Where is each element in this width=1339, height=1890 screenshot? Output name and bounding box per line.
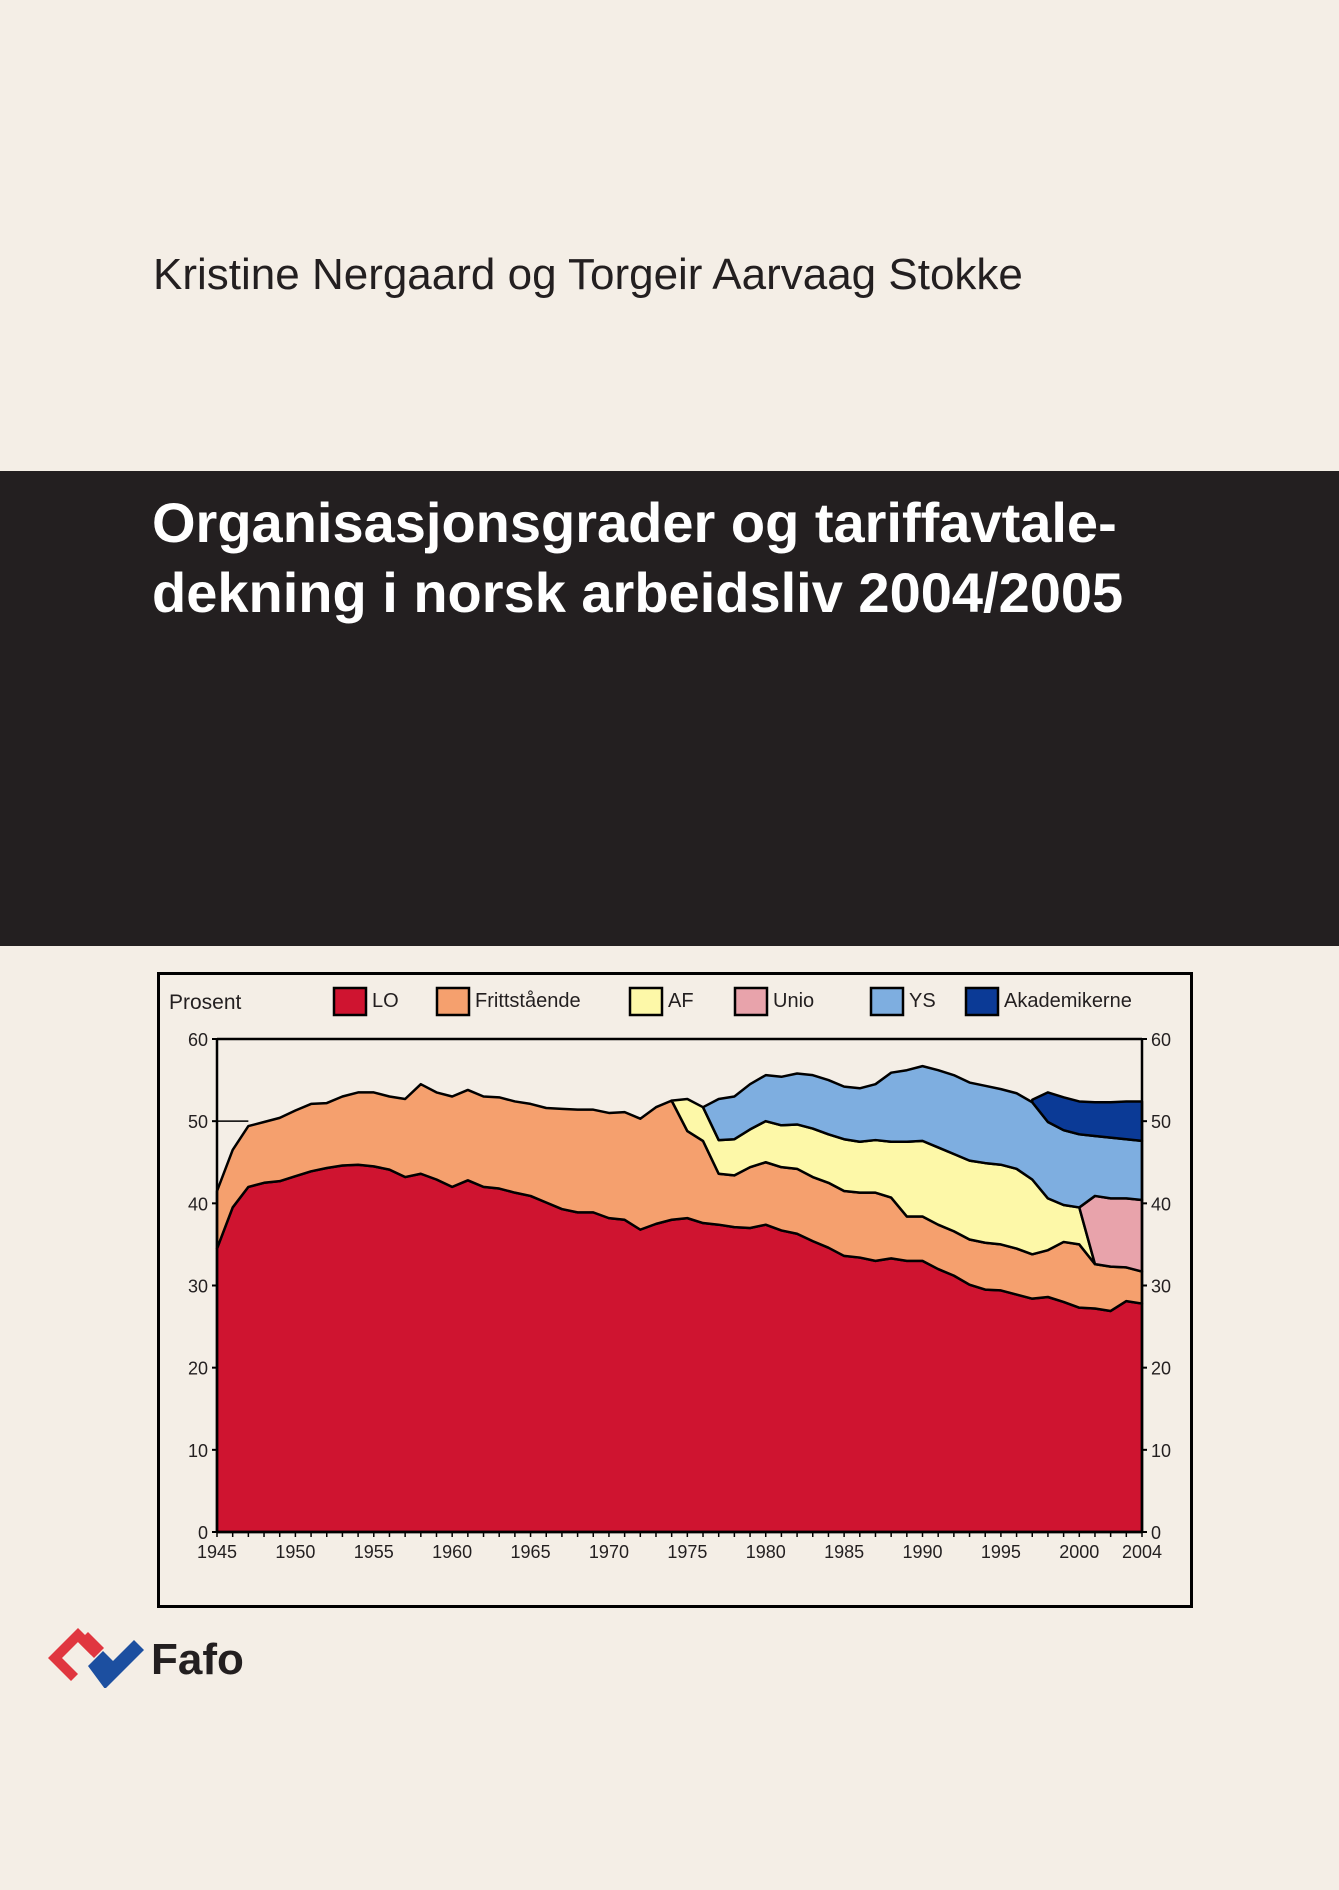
title-band <box>0 471 1339 946</box>
legend-swatch-5 <box>964 986 1000 1017</box>
chart-frame <box>157 972 1193 1608</box>
legend-swatch-1 <box>435 986 471 1017</box>
logo-text: Fafo <box>151 1635 244 1684</box>
union-membership-chart: Prosent LO Frittstående AF Unio YS Akademiker… <box>157 972 1193 1608</box>
x-tick-label: 1950 <box>275 1542 315 1562</box>
x-tick-label: 2000 <box>1059 1542 1099 1562</box>
legend-swatch-0 <box>332 986 368 1017</box>
y-tick-label-left: 50 <box>188 1112 208 1132</box>
x-tick-label: 1945 <box>197 1542 237 1562</box>
y-tick-label-right: 30 <box>1151 1277 1171 1297</box>
x-tick-label: 1960 <box>432 1542 472 1562</box>
y-tick-label-right: 60 <box>1151 1030 1171 1050</box>
legend-label: Akademikerne <box>1004 990 1132 1012</box>
legend-swatch-4 <box>869 986 905 1017</box>
legend-label: AF <box>668 990 694 1012</box>
legend-label: YS <box>909 990 936 1012</box>
x-tick-label: 1995 <box>981 1542 1021 1562</box>
y-tick-label-left: 10 <box>188 1441 208 1461</box>
x-tick-label: 1965 <box>511 1542 551 1562</box>
authors: Kristine Nergaard og Torgeir Aarvaag Sto… <box>153 250 1023 299</box>
y-tick-label-right: 50 <box>1151 1112 1171 1132</box>
book-title: Organisasjonsgrader og tariffavtale- dek… <box>152 488 1123 628</box>
y-tick-label-left: 60 <box>188 1030 208 1050</box>
y-axis-label: Prosent <box>169 991 242 1014</box>
axes: 0 0 10 10 20 20 30 30 40 40 50 50 60 60 1945 1950 1955 19… <box>188 1030 1171 1562</box>
y-tick-label-right: 20 <box>1151 1359 1171 1379</box>
logo-red-bar <box>78 1632 104 1658</box>
legend-swatch-2 <box>628 986 664 1017</box>
y-tick-label-left: 30 <box>188 1277 208 1297</box>
legend: LO Frittstående AF Unio YS Akademikerne <box>332 986 1132 1017</box>
y-tick-label-right: 40 <box>1151 1194 1171 1214</box>
y-tick-label-left: 40 <box>188 1194 208 1214</box>
logo-blue-shape <box>88 1640 144 1688</box>
x-tick-label: 1980 <box>746 1542 786 1562</box>
y-tick-label-left: 20 <box>188 1359 208 1379</box>
y-tick-label-right: 0 <box>1151 1523 1161 1543</box>
fafo-logo: Fafo <box>48 1628 244 1688</box>
x-tick-label: 2004 <box>1122 1542 1162 1562</box>
x-tick-label: 1990 <box>902 1542 942 1562</box>
legend-swatch-3 <box>733 986 769 1017</box>
y-tick-label-right: 10 <box>1151 1441 1171 1461</box>
legend-label: LO <box>372 990 399 1012</box>
title-line-1: Organisasjonsgrader og tariffavtale- <box>152 491 1117 554</box>
stacked-areas <box>215 1064 1144 1534</box>
x-tick-label: 1970 <box>589 1542 629 1562</box>
x-tick-label: 1955 <box>354 1542 394 1562</box>
y-tick-label-left: 0 <box>198 1523 208 1543</box>
legend-label: Unio <box>773 990 814 1012</box>
legend-label: Frittstående <box>475 990 581 1012</box>
title-line-2: dekning i norsk arbeidsliv 2004/2005 <box>152 561 1124 624</box>
x-tick-label: 1975 <box>667 1542 707 1562</box>
x-tick-label: 1985 <box>824 1542 864 1562</box>
